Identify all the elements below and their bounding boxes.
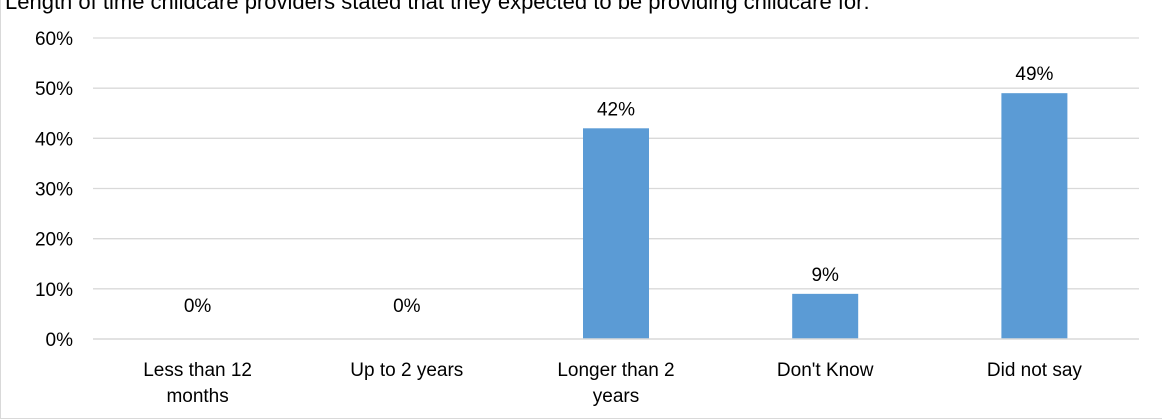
y-tick-label: 20% [35, 230, 73, 251]
data-labels: 0% 0% 42% 9% 49% [184, 64, 1054, 317]
bars [583, 93, 1068, 339]
y-tick-label: 40% [35, 129, 73, 150]
bar [583, 128, 649, 339]
y-tick-label: 50% [35, 79, 73, 100]
x-tick-label: Less than 12 months [143, 360, 252, 407]
data-label: 0% [184, 296, 212, 317]
x-tick-label: Don't Know [777, 360, 874, 381]
y-tick-label: 30% [35, 180, 73, 201]
data-label: 9% [811, 265, 839, 286]
y-tick-label: 0% [46, 330, 74, 351]
chart-title: Length of time childcare providers state… [5, 0, 870, 14]
x-tick-label: Longer than 2 years [557, 360, 674, 407]
data-label: 49% [1015, 64, 1053, 85]
data-label: 0% [393, 296, 421, 317]
y-tick-label: 10% [35, 280, 73, 301]
y-axis-tick-labels: 0% 10% 20% 30% 40% 50% 60% [35, 29, 73, 351]
x-axis-tick-labels: Less than 12 months Up to 2 years Longer th… [143, 360, 1082, 407]
bar [1001, 93, 1068, 339]
y-tick-label: 60% [35, 29, 73, 50]
x-tick-label: Did not say [987, 360, 1083, 381]
data-label: 42% [597, 99, 635, 120]
x-tick-label: Up to 2 years [350, 360, 463, 381]
bar [792, 293, 859, 339]
